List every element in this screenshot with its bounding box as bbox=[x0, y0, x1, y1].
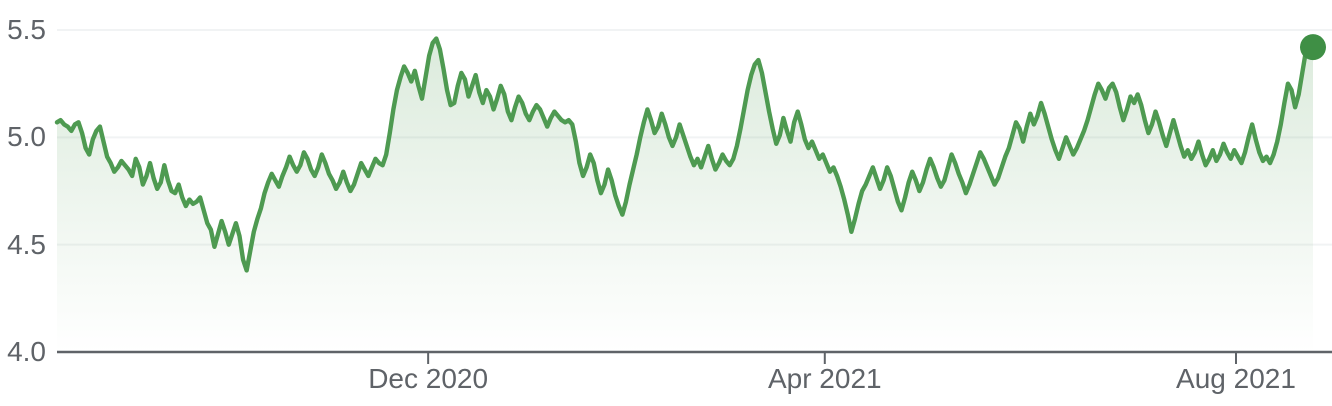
y-axis-tick-label: 4.5 bbox=[7, 228, 46, 260]
x-axis-tick-label: Dec 2020 bbox=[368, 363, 489, 394]
last-point-marker[interactable] bbox=[1300, 34, 1326, 61]
x-axis-tick-label: Apr 2021 bbox=[767, 363, 882, 394]
x-axis-ticks bbox=[427, 352, 1238, 364]
y-axis-tick-label: 5.5 bbox=[7, 14, 46, 45]
price-line bbox=[54, 36, 1316, 273]
y-axis-tick-label: 4.0 bbox=[7, 336, 46, 367]
area-fill bbox=[57, 38, 1313, 353]
x-axis-tick-label: Aug 2021 bbox=[1176, 363, 1296, 394]
y-axis-tick-label: 5.0 bbox=[7, 121, 46, 153]
